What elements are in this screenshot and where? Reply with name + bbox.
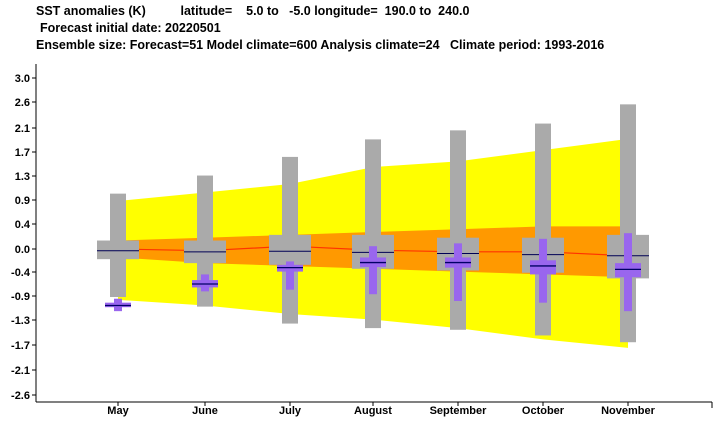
x-tick-label-2: July: [279, 405, 302, 417]
forecast-date: Forecast initial date: 20220501: [40, 21, 221, 35]
ensemble-info: Ensemble size: Forecast=51 Model climate…: [36, 38, 605, 52]
analysis-box-5: [530, 260, 556, 275]
y-tick-label-2: 2.1: [15, 123, 30, 135]
y-tick-label-3: 1.7: [15, 147, 30, 159]
y-tick-label-4: 1.3: [15, 171, 30, 183]
x-tick-label-1: June: [192, 405, 218, 417]
forecast-box-0: [97, 240, 139, 260]
y-tick-label-7: 0.0: [15, 244, 30, 256]
y-tick-label-10: -1.3: [11, 315, 30, 327]
analysis-whisker-3: [369, 246, 377, 295]
y-tick-label-5: 0.9: [15, 195, 30, 207]
y-tick-label-11: -1.7: [11, 340, 30, 352]
x-tick-label-4: September: [430, 405, 488, 417]
y-tick-label-12: -2.1: [11, 365, 30, 377]
x-tick-label-5: October: [522, 405, 565, 417]
y-tick-label-6: 0.4: [15, 219, 31, 231]
forecast-box-2: [269, 234, 311, 265]
forecast-whisker-3: [365, 139, 381, 329]
y-tick-label-1: 2.6: [15, 97, 30, 109]
x-tick-label-6: November: [601, 405, 656, 417]
y-tick-label-8: -0.4: [11, 267, 31, 279]
y-tick-label-9: -0.9: [11, 291, 30, 303]
analysis-whisker-4: [454, 243, 462, 301]
analysis-whisker-2: [286, 261, 294, 290]
x-tick-label-0: May: [107, 405, 129, 417]
y-tick-label-13: -2.6: [11, 390, 30, 402]
x-tick-label-3: August: [354, 405, 392, 417]
analysis-box-6: [615, 263, 641, 278]
forecast-whisker-5: [535, 123, 551, 336]
chart-title: SST anomalies (K) latitude= 5.0 to -5.0 …: [36, 4, 470, 18]
y-tick-label-0: 3.0: [15, 73, 30, 85]
